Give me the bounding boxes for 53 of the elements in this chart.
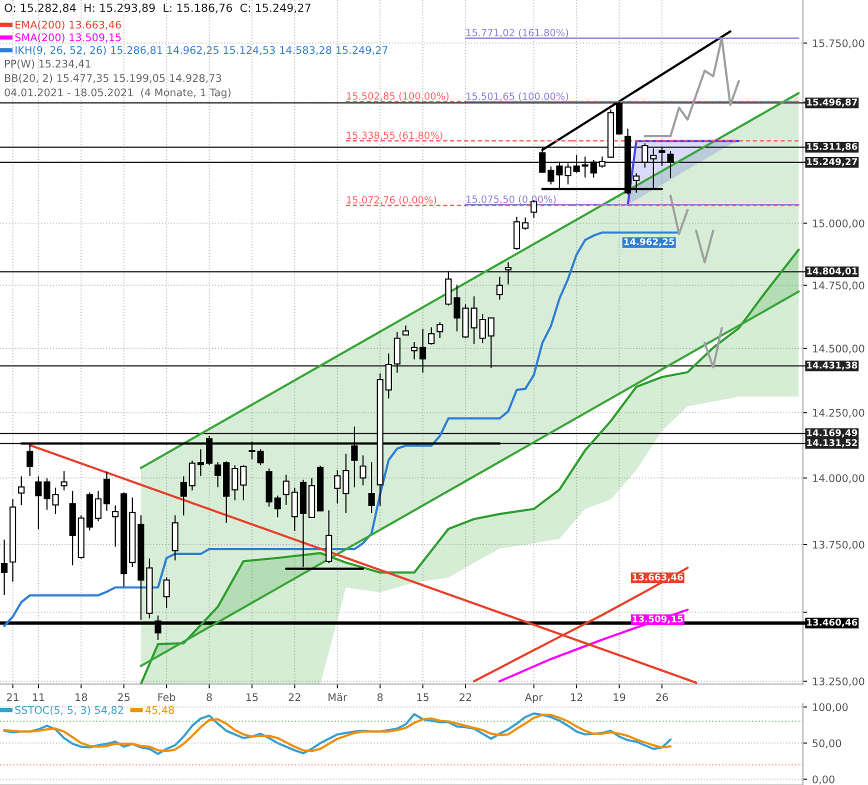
ref-line-label: 14.131,52: [807, 439, 857, 448]
y-tick-label: 0,00: [812, 775, 834, 784]
data-label: 15.072,76 (0.00%): [347, 196, 436, 205]
y-tick-label: 14.000,00: [813, 474, 864, 484]
x-tick-label: 19: [614, 693, 626, 702]
x-tick-label: 15: [246, 693, 258, 702]
data-label: 14.962,25: [624, 238, 674, 246]
x-tick-label: Mär: [328, 693, 348, 702]
annotation: 04.01.2021 - 18.05.2021 (4 Monate, 1 Tag): [4, 88, 231, 98]
ref-line-label: 13.460,46: [807, 618, 858, 627]
data-label: 15.501,65 (100.00%): [466, 92, 568, 102]
x-tick-label: Apr: [524, 693, 543, 704]
x-tick-label: 26: [656, 693, 668, 702]
y-tick-label: 100,00: [813, 703, 848, 712]
y-tick-label: 13.250,00: [813, 677, 864, 686]
legend-label: EMA(200) 13.663,46: [16, 20, 121, 30]
ref-line-label: 15.311,86: [807, 143, 858, 152]
chart-title: O: 15.282,84 H: 15.293,89 L: 15.186,76 C: 15.249,27: [4, 4, 310, 14]
data-label: 13.663,46: [632, 574, 683, 582]
legend-label: SMA(200) 13.509,15: [15, 33, 121, 43]
y-tick-label: 14.750,00: [813, 282, 864, 290]
y-tick-label: 13.750,00: [813, 540, 864, 550]
y-tick-label: 50,00: [812, 739, 842, 748]
x-tick-label: 25: [118, 693, 130, 702]
data-label: 15.338,55 (61.80%): [347, 131, 442, 140]
x-tick-label: 21: [6, 693, 18, 701]
ref-line-label: 14.169,49: [807, 429, 858, 438]
x-tick-label: 8: [377, 693, 383, 702]
data-label: 15.075,50 (0.00%): [466, 195, 556, 204]
x-tick-label: 15: [417, 693, 429, 702]
data-label: 13.509,15: [632, 615, 683, 624]
legend-label: SSTOC(5, 5, 3) 54,82: [15, 706, 123, 716]
ref-line-label: 15.496,87: [807, 98, 857, 107]
ref-line-label: 15.249,27: [807, 158, 857, 166]
legend-label: IKH(9, 26, 52, 26) 15.286,81 14.962,25 15.124,53 14.583,28 15.249,27: [16, 46, 388, 56]
data-label: 15.502,85 (100.00%): [347, 92, 449, 101]
x-tick-label: 12: [571, 693, 582, 701]
legend-label: 45,48: [145, 706, 174, 715]
data-label: 15.771,02 (161.80%): [466, 28, 568, 38]
y-tick-label: 14.500,00: [813, 344, 864, 354]
y-tick-label: 15.750,00: [813, 39, 864, 48]
x-tick-label: 22: [460, 693, 472, 701]
x-tick-label: 11: [32, 693, 44, 701]
x-tick-label: 22: [288, 693, 300, 701]
ref-line-label: 14.804,01: [807, 268, 858, 276]
x-tick-label: Feb: [158, 693, 176, 702]
annotation: BB(20, 2) 15.477,35 15.199,05 14.928,73: [5, 74, 222, 84]
annotation: PP(W) 15.234,41: [5, 60, 90, 69]
y-tick-label: 15.000,00: [813, 219, 864, 228]
x-tick-label: 8: [206, 693, 212, 702]
x-tick-label: 18: [76, 693, 88, 702]
y-tick-label: 14.250,00: [813, 408, 864, 418]
ref-line-label: 14.431,38: [807, 362, 858, 370]
